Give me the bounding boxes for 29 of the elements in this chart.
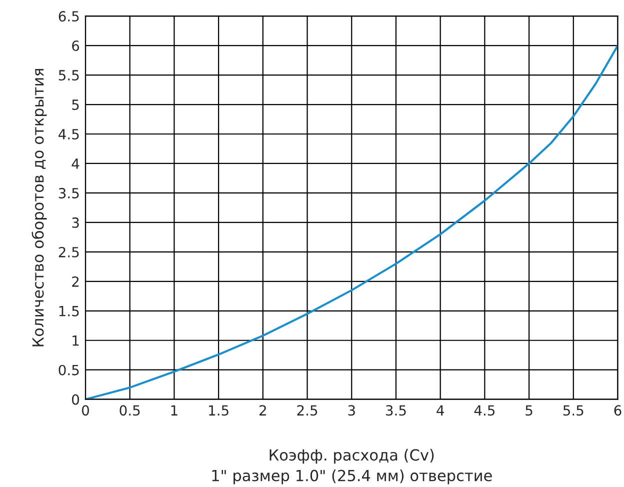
x-tick-label: 1 — [171, 405, 178, 416]
y-tick-label: 1.5 — [59, 306, 79, 316]
y-axis-title: Количество оборотов до открытия — [32, 68, 47, 346]
x-tick-label: 0.5 — [120, 405, 140, 416]
y-tick-label: 3.5 — [58, 188, 79, 198]
x-tick-label: 2.5 — [297, 405, 318, 416]
y-tick-label: 3 — [72, 217, 79, 228]
y-tick-label: 5.5 — [58, 70, 79, 81]
x-tick-label: 3 — [348, 405, 355, 416]
x-tick-label: 5.5 — [563, 405, 584, 416]
x-tick-label: 2 — [260, 405, 266, 416]
y-tick-label: 5 — [72, 100, 79, 110]
y-tick-label: 6.5 — [58, 11, 79, 22]
x-tick-label: 5 — [526, 405, 532, 416]
x-tick-label: 4.5 — [474, 405, 495, 416]
y-tick-label: 4 — [72, 158, 80, 169]
x-tick-label: 4 — [436, 405, 444, 416]
x-tick-label: 3.5 — [386, 405, 406, 416]
y-tick-label: 4.5 — [58, 129, 79, 140]
y-tick-label: 0 — [72, 394, 80, 405]
y-tick-label: 0.5 — [58, 364, 79, 376]
x-axis-title: Коэфф. расхода (Cv) 1" размер 1.0" (25.4 мм) отверстие — [212, 448, 492, 484]
x-tick-label: 0 — [82, 405, 89, 416]
y-tick-label: 2 — [72, 276, 79, 287]
y-tick-label: 6 — [72, 40, 80, 52]
y-tick-label: 2.5 — [58, 246, 79, 258]
x-tick-label: 1.5 — [209, 405, 228, 416]
x-tick-label: 6 — [614, 405, 622, 416]
y-tick-label: 1 — [72, 336, 79, 346]
